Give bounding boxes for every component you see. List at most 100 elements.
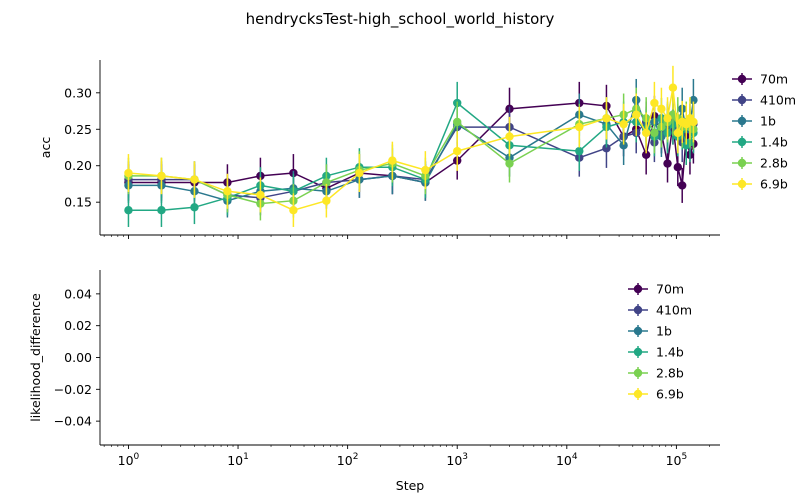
legend-label: 1.4b bbox=[656, 345, 684, 360]
x-tick-label: 101 bbox=[227, 452, 249, 468]
x-tick-label: 100 bbox=[118, 452, 140, 468]
y-tick-label: 0.30 bbox=[64, 85, 92, 100]
figure-title: hendrycksTest-high_school_world_history bbox=[246, 10, 555, 29]
data-point bbox=[678, 181, 687, 190]
legend-label: 70m bbox=[656, 282, 684, 297]
legend-label: 2.8b bbox=[760, 156, 788, 171]
series-2.8b bbox=[124, 87, 698, 221]
legend: 70m 410m 1b 1.4b 2.8b 6.9b bbox=[732, 72, 796, 192]
data-point bbox=[602, 114, 611, 123]
series-6.9b bbox=[124, 65, 698, 227]
y-tick-label: −0.02 bbox=[54, 382, 92, 397]
data-point bbox=[157, 171, 166, 181]
data-point bbox=[575, 122, 584, 132]
data-point bbox=[124, 206, 133, 215]
x-tick-label: 104 bbox=[556, 452, 578, 468]
legend-label: 1b bbox=[656, 324, 672, 339]
legend-marker bbox=[633, 305, 643, 315]
data-point bbox=[632, 110, 641, 119]
y-tick-label: −0.04 bbox=[54, 414, 92, 429]
legend-label: 70m bbox=[760, 72, 788, 87]
legend-marker bbox=[633, 368, 643, 378]
data-point bbox=[421, 165, 430, 175]
legend-item: 1b bbox=[628, 324, 672, 339]
data-point bbox=[223, 187, 232, 196]
legend-marker bbox=[633, 326, 643, 336]
data-point bbox=[575, 146, 584, 156]
x-axis-label: Step bbox=[396, 478, 425, 493]
legend-marker bbox=[737, 179, 747, 189]
data-point bbox=[157, 206, 166, 215]
data-point bbox=[663, 159, 672, 168]
legend-marker bbox=[737, 158, 747, 168]
top-panel: 0.15 0.20 0.25 0.30 acc 70m 410m 1b 1.4b 2.8b 6.9b bbox=[38, 60, 796, 239]
y-tick-label: 0.02 bbox=[64, 318, 92, 333]
data-point bbox=[619, 119, 628, 129]
data-point bbox=[453, 117, 462, 127]
data-point bbox=[289, 206, 298, 215]
legend-item: 410m bbox=[628, 303, 692, 318]
series-line bbox=[128, 102, 695, 190]
y-tick-label: 0.25 bbox=[64, 122, 92, 137]
data-point bbox=[650, 98, 659, 108]
data-point bbox=[124, 168, 133, 178]
y-tick-label: 0.15 bbox=[64, 195, 92, 210]
legend-label: 2.8b bbox=[656, 366, 684, 381]
data-point bbox=[689, 95, 698, 105]
legend-marker bbox=[737, 95, 747, 105]
y-tick-label: 0.00 bbox=[64, 350, 92, 365]
data-point bbox=[641, 150, 651, 159]
data-point bbox=[355, 168, 364, 178]
legend-label: 6.9b bbox=[656, 387, 684, 402]
legend-item: 70m bbox=[628, 282, 684, 297]
legend-label: 1b bbox=[760, 114, 776, 129]
x-tick-label: 105 bbox=[666, 452, 688, 468]
data-point bbox=[322, 196, 331, 205]
series-1.4b bbox=[124, 81, 698, 227]
legend-item: 70m bbox=[732, 72, 788, 87]
data-point bbox=[190, 203, 199, 212]
data-point bbox=[650, 128, 659, 138]
y-tick-label: 0.04 bbox=[64, 286, 92, 301]
legend-item: 2.8b bbox=[732, 156, 788, 171]
legend-marker bbox=[737, 116, 747, 126]
y-tick-label: 0.20 bbox=[64, 158, 92, 173]
legend-item: 6.9b bbox=[732, 177, 788, 192]
legend-marker bbox=[737, 137, 747, 147]
data-point bbox=[453, 146, 462, 156]
data-point bbox=[322, 178, 331, 187]
legend-label: 410m bbox=[656, 303, 692, 318]
series-1b bbox=[124, 78, 698, 218]
legend-item: 1b bbox=[732, 114, 776, 129]
data-point bbox=[619, 141, 628, 150]
data-point bbox=[256, 190, 265, 200]
y-axis-label: acc bbox=[38, 137, 53, 159]
y-axis-label: likelihood_difference bbox=[28, 293, 43, 422]
x-tick-label: 103 bbox=[446, 452, 468, 468]
legend-item: 410m bbox=[732, 93, 796, 108]
legend-item: 1.4b bbox=[628, 345, 684, 360]
legend-marker bbox=[737, 74, 747, 84]
legend-label: 1.4b bbox=[760, 135, 788, 150]
legend-marker bbox=[633, 284, 643, 294]
legend-label: 6.9b bbox=[760, 177, 788, 192]
data-point bbox=[505, 159, 514, 168]
series-line bbox=[128, 87, 694, 211]
bottom-panel: −0.04 −0.02 0.00 0.02 0.04 100 101 102 103 104 105… bbox=[28, 270, 720, 468]
legend-item: 1.4b bbox=[732, 135, 788, 150]
data-point bbox=[673, 128, 682, 138]
data-point bbox=[668, 83, 678, 92]
data-point bbox=[663, 114, 672, 123]
legend-marker bbox=[633, 389, 643, 399]
legend-item: 2.8b bbox=[628, 366, 684, 381]
legend-item: 6.9b bbox=[628, 387, 684, 402]
data-point bbox=[505, 132, 514, 141]
legend-label: 410m bbox=[760, 93, 796, 108]
data-point bbox=[190, 175, 199, 184]
data-point bbox=[641, 128, 651, 138]
data-point bbox=[657, 104, 666, 114]
legend-marker bbox=[633, 347, 643, 357]
data-point bbox=[689, 117, 698, 127]
